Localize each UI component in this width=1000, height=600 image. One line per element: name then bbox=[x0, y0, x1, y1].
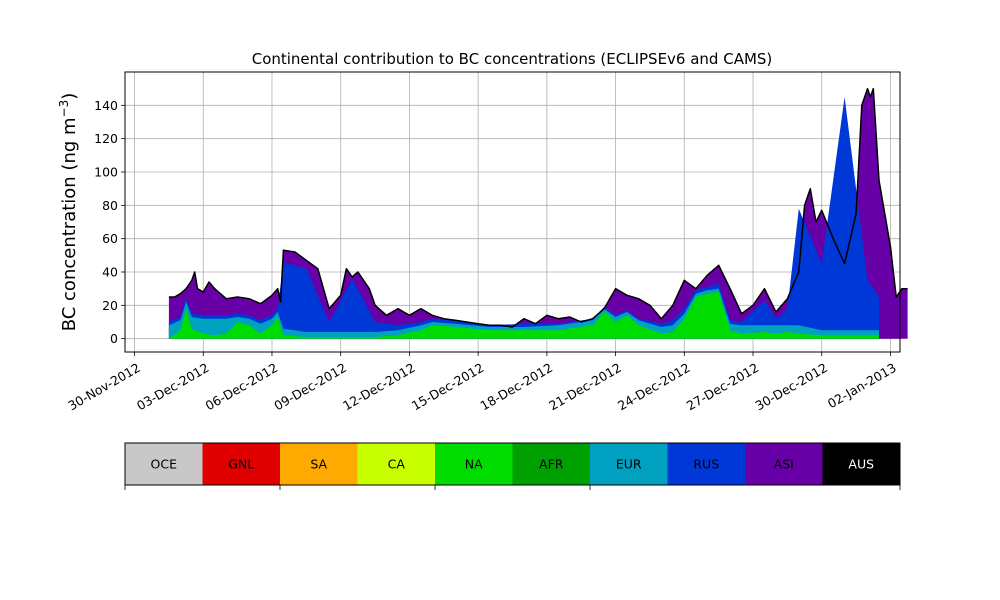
chart-title: Continental contribution to BC concentra… bbox=[252, 50, 773, 68]
legend-swatch-rus bbox=[667, 443, 746, 485]
y-tick-label: 100 bbox=[94, 165, 118, 180]
x-axis: 30-Nov-201203-Dec-201206-Dec-201209-Dec-… bbox=[65, 352, 899, 413]
legend-swatch-oce bbox=[125, 443, 203, 485]
total-layer bbox=[168, 87, 908, 328]
legend-swatch-ca bbox=[357, 443, 436, 485]
y-tick-label: 60 bbox=[102, 231, 118, 246]
y-tick-label: 120 bbox=[94, 131, 118, 146]
x-tick-label: 27-Dec-2012 bbox=[684, 360, 762, 413]
legend-label-na: NA bbox=[465, 457, 483, 472]
x-tick-label: 21-Dec-2012 bbox=[546, 360, 624, 413]
y-tick-label: 80 bbox=[102, 198, 118, 213]
legend-swatch-asi bbox=[745, 443, 823, 485]
x-tick-label: 12-Dec-2012 bbox=[340, 360, 418, 413]
legend-label-eur: EUR bbox=[616, 457, 642, 472]
x-tick-label: 06-Dec-2012 bbox=[203, 360, 281, 413]
legend-swatch-gnl bbox=[202, 443, 281, 485]
legend-swatch-eur bbox=[590, 443, 668, 485]
y-axis-label-close: ) bbox=[59, 93, 80, 100]
legend-label-rus: RUS bbox=[693, 457, 719, 472]
y-tick-label: 140 bbox=[94, 98, 118, 113]
y-tick-label: 20 bbox=[102, 298, 118, 313]
legend-label-sa: SA bbox=[310, 457, 327, 472]
legend-label-aus: AUS bbox=[848, 457, 874, 472]
y-tick-label: 0 bbox=[110, 331, 118, 346]
x-tick-label: 03-Dec-2012 bbox=[134, 360, 212, 413]
x-tick-label: 18-Dec-2012 bbox=[478, 360, 556, 413]
legend-label-asi: ASI bbox=[774, 457, 794, 472]
x-tick-label: 30-Dec-2012 bbox=[752, 360, 830, 413]
legend-swatch-aus bbox=[822, 443, 901, 485]
legend-label-ca: CA bbox=[388, 457, 406, 472]
plot-frame bbox=[124, 71, 901, 353]
x-tick-label: 15-Dec-2012 bbox=[409, 360, 487, 413]
y-axis: 0 20 40 60 80 100 120 140 bbox=[94, 98, 125, 346]
x-tick-label: 09-Dec-2012 bbox=[271, 360, 349, 413]
legend-swatch-afr bbox=[512, 443, 591, 485]
legend-label-gnl: GNL bbox=[228, 457, 254, 472]
area-na bbox=[168, 292, 879, 339]
legend-label-afr: AFR bbox=[539, 457, 564, 472]
y-axis-label-unit: −3 bbox=[57, 100, 71, 118]
total-line bbox=[168, 87, 908, 328]
legend-label-oce: OCE bbox=[151, 457, 178, 472]
legend-swatch-na bbox=[435, 443, 513, 485]
area-rus bbox=[168, 97, 879, 339]
y-tick-label: 40 bbox=[102, 265, 118, 280]
region-legend: OCE GNL SA CA NA AFR EUR RUS ASI AUS bbox=[124, 442, 901, 490]
y-axis-label-text: BC concentration (ng m bbox=[59, 117, 80, 331]
x-tick-label: 24-Dec-2012 bbox=[615, 360, 693, 413]
x-tick-label: 30-Nov-2012 bbox=[65, 360, 142, 413]
legend-swatch-sa bbox=[280, 443, 358, 485]
x-tick-label: 02-Jan-2013 bbox=[825, 360, 899, 411]
legend-frame bbox=[124, 442, 901, 486]
y-axis-label: BC concentration (ng m−3) bbox=[57, 93, 80, 332]
